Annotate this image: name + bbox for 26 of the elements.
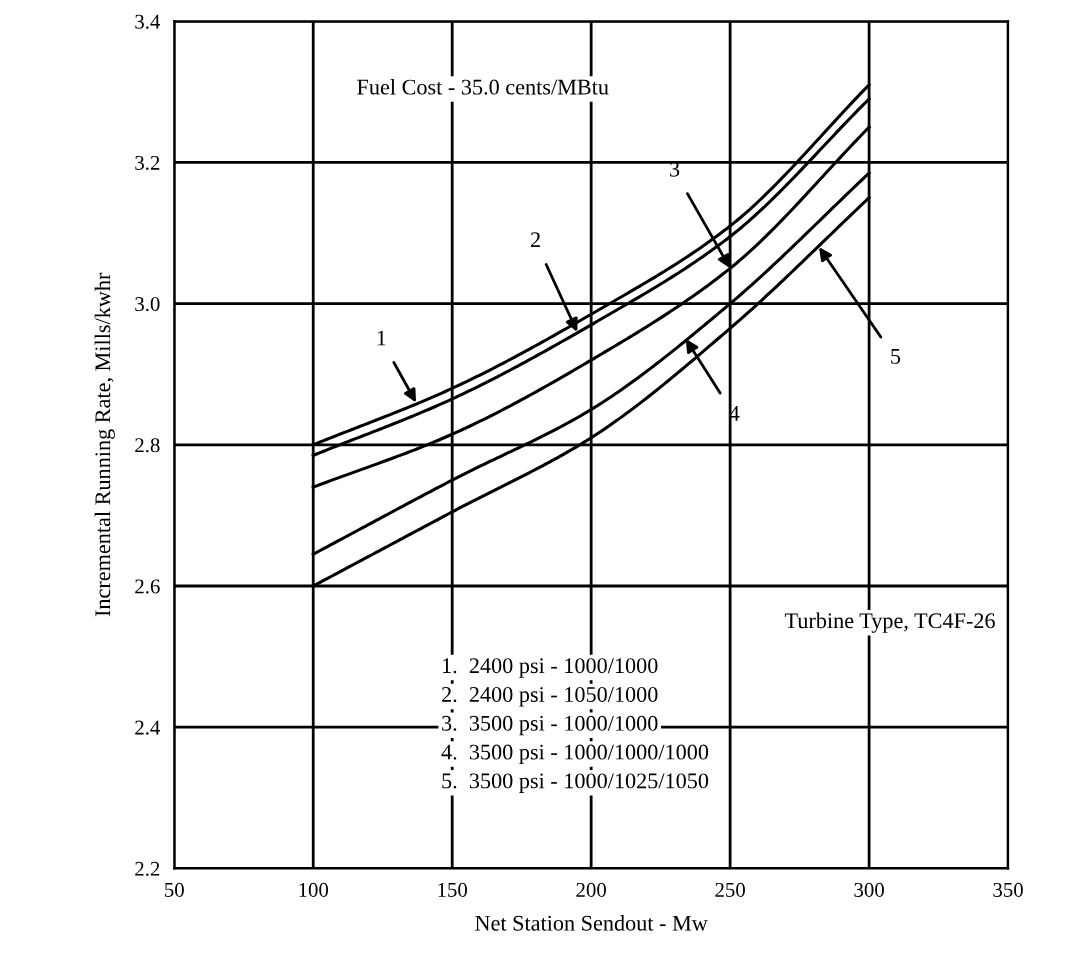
y-axis-title: Incremental Running Rate, Mills/kwhr <box>94 272 115 617</box>
annotation: 2 <box>531 232 540 247</box>
annotation: 3. 3500 psi - 1000/1000 <box>442 715 658 736</box>
annotation: Fuel Cost - 35.0 cents/MBtu <box>357 78 609 95</box>
y-tick-label: 2.6 <box>135 579 160 594</box>
x-tick-label: 50 <box>165 882 184 897</box>
y-tick-label: 2.2 <box>135 861 160 876</box>
x-tick-label: 100 <box>299 882 329 897</box>
y-tick-label: 3.4 <box>135 14 161 29</box>
x-tick-label: 300 <box>854 882 884 897</box>
annotation: 1 <box>377 330 386 346</box>
annotation: Turbine Type, TC4F-26 <box>784 612 995 633</box>
annotation: 1. 2400 psi - 1000/1000 <box>443 658 658 678</box>
y-tick-label: 3.2 <box>135 155 160 170</box>
annotation: 2. 2400 psi - 1050/1000 <box>442 686 658 707</box>
y-tick-label: 2.4 <box>135 720 161 735</box>
x-axis-title: Net Station Sendout - Mw <box>475 915 708 931</box>
annotation: 5 <box>891 349 901 364</box>
annotation: 5. 3500 psi - 1000/1025/1050 <box>442 773 709 793</box>
x-tick-label: 150 <box>438 882 468 897</box>
y-tick-label: 3.0 <box>135 297 160 312</box>
y-tick-label: 2.8 <box>135 438 160 453</box>
annotation: 4. 3500 psi - 1000/1000/1000 <box>441 744 709 765</box>
x-tick-label: 350 <box>993 882 1023 897</box>
x-tick-label: 250 <box>715 882 745 897</box>
x-tick-label: 200 <box>576 882 606 897</box>
